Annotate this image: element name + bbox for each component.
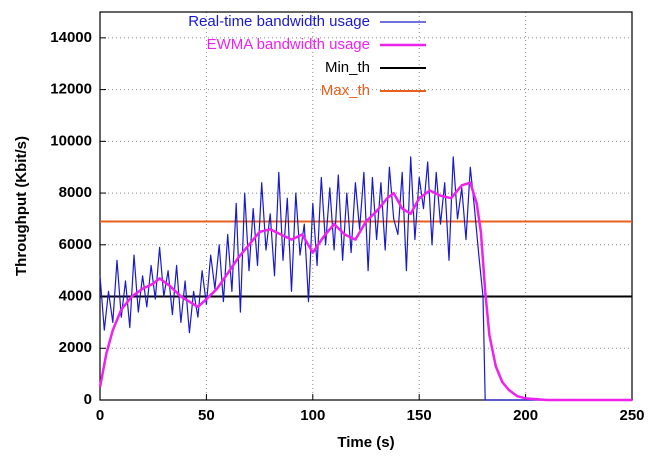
legend-label: Real-time bandwidth usage [188,13,370,30]
y-tick-label: 0 [84,391,92,408]
x-tick-label: 50 [198,407,215,424]
x-tick-label: 200 [513,407,538,424]
y-tick-label: 2000 [59,339,92,356]
y-tick-label: 6000 [59,236,92,253]
y-axis-label: Throughput (Kbit/s) [13,136,30,276]
x-tick-label: 150 [407,407,432,424]
series-line [99,156,632,401]
y-tick-label: 12000 [50,81,92,98]
y-tick-label: 10000 [50,132,92,149]
legend-label: Min_th [325,59,370,76]
plot-frame [99,11,633,401]
x-axis-label: Time (s) [337,434,394,451]
x-tick-label: 0 [96,407,104,424]
y-tick-label: 4000 [59,288,92,305]
legend-label: EWMA bandwidth usage [207,36,370,53]
y-tick-label: 14000 [50,29,92,46]
legend-label: Max_th [321,82,370,99]
x-tick-label: 250 [619,407,644,424]
y-tick-label: 8000 [59,184,92,201]
series-line [98,181,632,402]
x-tick-label: 100 [300,407,325,424]
